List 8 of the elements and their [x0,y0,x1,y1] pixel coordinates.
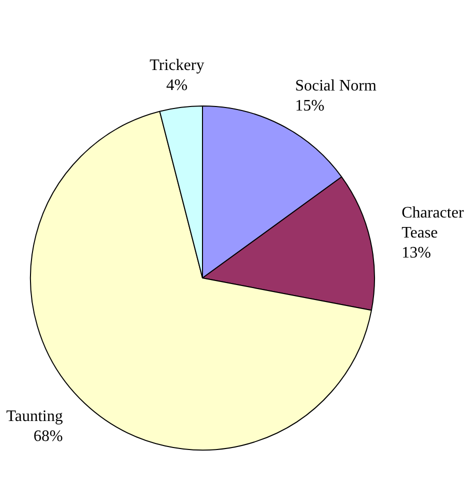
data-label: 13% [402,244,431,262]
slice-label: Social Norm [295,77,377,94]
slice-label: Trickery [150,56,204,74]
data-label: 68% [34,428,63,445]
slice-label: Character Tease [402,204,464,242]
slice-label: Taunting [6,408,63,425]
data-label: 4% [166,76,188,94]
data-label: 15% [295,97,324,114]
